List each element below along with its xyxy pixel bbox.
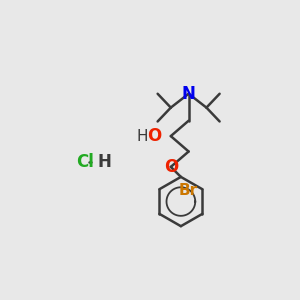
- Text: N: N: [182, 85, 196, 103]
- Text: Br: Br: [179, 183, 198, 198]
- Text: O: O: [164, 158, 178, 176]
- Text: H: H: [97, 152, 111, 170]
- Text: Cl: Cl: [76, 152, 94, 170]
- Text: O: O: [147, 127, 161, 145]
- Text: H: H: [136, 129, 148, 144]
